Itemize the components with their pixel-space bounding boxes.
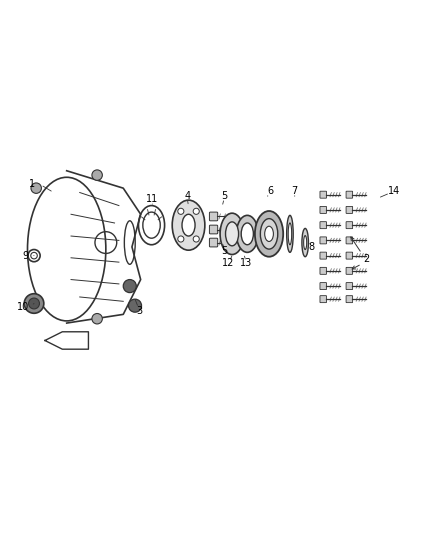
Text: 6: 6 [267, 186, 273, 196]
FancyBboxPatch shape [346, 252, 353, 259]
Ellipse shape [241, 223, 253, 245]
Circle shape [178, 236, 184, 242]
FancyBboxPatch shape [209, 212, 218, 221]
Text: 1: 1 [29, 179, 35, 189]
Circle shape [193, 236, 199, 242]
Ellipse shape [237, 215, 258, 252]
Ellipse shape [172, 200, 205, 250]
Text: 5: 5 [221, 191, 227, 201]
Text: 13: 13 [240, 258, 252, 268]
Text: 11: 11 [146, 194, 159, 204]
Circle shape [31, 183, 42, 193]
Text: 9: 9 [22, 251, 28, 261]
Ellipse shape [302, 229, 308, 257]
Circle shape [178, 208, 184, 214]
FancyBboxPatch shape [320, 252, 326, 259]
FancyBboxPatch shape [346, 191, 353, 198]
Text: 2: 2 [363, 254, 369, 264]
FancyBboxPatch shape [346, 282, 353, 289]
Text: 14: 14 [388, 186, 400, 196]
Ellipse shape [260, 219, 278, 249]
FancyBboxPatch shape [320, 191, 326, 198]
FancyBboxPatch shape [346, 237, 353, 244]
Ellipse shape [220, 213, 244, 255]
FancyBboxPatch shape [209, 238, 218, 247]
Circle shape [193, 208, 199, 214]
FancyBboxPatch shape [209, 225, 218, 234]
Ellipse shape [265, 226, 273, 241]
Ellipse shape [287, 215, 293, 252]
FancyBboxPatch shape [320, 282, 326, 289]
Circle shape [128, 299, 141, 312]
Ellipse shape [182, 214, 195, 236]
FancyBboxPatch shape [320, 237, 326, 244]
Ellipse shape [288, 223, 292, 245]
Text: 10: 10 [17, 302, 29, 312]
FancyBboxPatch shape [346, 222, 353, 229]
Circle shape [31, 301, 42, 311]
FancyBboxPatch shape [320, 222, 326, 229]
Text: 3: 3 [137, 306, 143, 316]
Ellipse shape [28, 298, 39, 309]
Text: 7: 7 [292, 186, 298, 196]
Ellipse shape [255, 211, 283, 257]
Ellipse shape [304, 236, 307, 249]
FancyBboxPatch shape [346, 206, 353, 213]
FancyBboxPatch shape [346, 296, 353, 303]
Ellipse shape [226, 222, 239, 246]
Text: 8: 8 [308, 242, 314, 252]
Circle shape [92, 313, 102, 324]
Ellipse shape [24, 294, 44, 313]
FancyBboxPatch shape [320, 206, 326, 213]
Text: 12: 12 [223, 258, 235, 268]
FancyBboxPatch shape [346, 268, 353, 274]
FancyBboxPatch shape [320, 268, 326, 274]
Circle shape [92, 170, 102, 180]
FancyBboxPatch shape [320, 296, 326, 303]
Text: 5: 5 [221, 246, 227, 256]
Circle shape [123, 279, 136, 293]
Text: 4: 4 [184, 191, 190, 201]
